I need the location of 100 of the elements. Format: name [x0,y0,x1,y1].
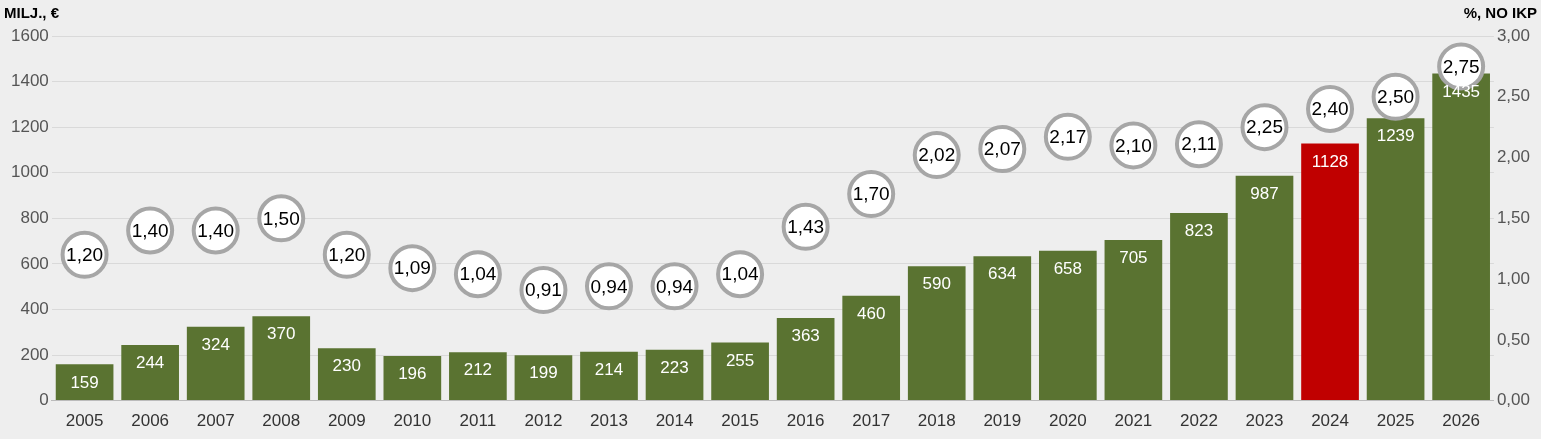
x-tick-label: 2012 [524,411,563,431]
y-tick-label: 0 [39,390,49,410]
data-label: 0,94 [590,275,628,297]
x-tick-label: 2010 [393,411,432,431]
data-label: 2,25 [1246,116,1283,138]
data-label: 1,40 [131,219,169,241]
x-tick-label: 2011 [459,411,497,431]
bar [973,256,1032,401]
y-tick-label: 1400 [10,71,49,91]
data-label: 2,11 [1181,133,1217,155]
x-tick-label: 2014 [655,411,694,431]
data-label: 1,20 [328,243,366,265]
x-tick-label: 2020 [1048,411,1087,431]
bar [514,355,573,401]
bar [1301,143,1359,401]
y2-tick-label: 2,00 [1496,147,1531,167]
x-tick-label: 2016 [786,411,825,431]
x-tick-label: 2005 [65,411,104,431]
x-tick-label: 2024 [1311,411,1349,431]
x-tick-label: 2019 [983,411,1022,431]
x-tick-label: 2025 [1376,411,1415,431]
data-label: 1,20 [66,243,104,265]
data-label: 2,02 [918,144,956,166]
data-label: 2,75 [1442,55,1480,77]
data-label: 2,40 [1311,98,1349,120]
data-label: 634 [988,264,1017,284]
y-tick-label: 1200 [10,116,49,136]
data-label: 363 [791,326,820,346]
data-label: 1,40 [197,219,235,241]
bar [1104,239,1163,401]
data-label: 1,43 [787,216,825,238]
y-tick-label: 800 [20,207,49,227]
data-label: 199 [529,363,558,383]
data-label: 1,04 [721,263,760,285]
bar [317,348,376,401]
y-axis-title: MILJ., € [4,3,60,21]
x-tick-label: 2017 [852,411,891,431]
y2-tick-label: 0,50 [1496,329,1531,349]
data-label: 223 [660,357,689,377]
data-label: 230 [332,356,361,376]
y2-tick-label: 1,00 [1496,268,1531,288]
data-label: 987 [1250,183,1279,203]
data-label: 460 [857,303,886,323]
data-label: 1,50 [262,207,300,229]
y2-tick-label: 0,00 [1496,390,1531,410]
y-tick-label: 600 [20,253,49,273]
x-tick-label: 2006 [131,411,170,431]
x-tick-label: 2007 [196,411,235,431]
bar [580,351,638,401]
x-tick-label: 2023 [1245,411,1284,431]
data-label: 214 [594,360,624,380]
bar [1235,175,1294,401]
data-label: 244 [135,353,165,373]
data-label: 0,91 [524,279,562,301]
data-label: 0,94 [656,275,694,297]
y-tick-label: 400 [20,299,49,319]
bar [1366,118,1425,401]
data-label: 1,70 [852,183,890,205]
x-tick-label: 2008 [262,411,301,431]
data-label: 324 [201,334,230,354]
data-label: 2,10 [1114,134,1152,156]
y2-tick-label: 3,00 [1496,25,1531,45]
data-label: 1,04 [459,263,497,285]
data-label: 823 [1184,221,1214,241]
bar [449,352,507,401]
bar [1170,213,1228,401]
data-label: 370 [267,324,296,344]
data-label: 590 [922,274,951,294]
y2-tick-label: 1,50 [1496,207,1531,227]
x-tick-label: 2021 [1114,411,1153,431]
data-label: 212 [463,360,493,380]
y-tick-label: 1600 [10,25,49,45]
data-label: 196 [398,364,427,384]
y-tick-label: 1000 [10,162,49,182]
bar [252,316,311,401]
bar [1039,250,1097,401]
bar [907,266,966,401]
x-tick-label: 2022 [1180,411,1218,431]
y2-axis-title: %, NO IKP [1463,3,1537,21]
bar [842,295,901,401]
bar [55,364,114,401]
x-tick-label: 2018 [917,411,956,431]
data-label: 2,50 [1377,86,1415,107]
data-label: 658 [1053,258,1083,278]
bar [645,349,704,401]
bar [383,355,442,401]
data-label: 159 [70,372,99,392]
x-tick-label: 2015 [721,411,759,431]
data-label: 705 [1119,248,1148,268]
x-tick-label: 2009 [327,411,366,431]
data-label: 255 [725,350,755,370]
bar [121,345,179,401]
data-label: 1,09 [393,257,431,279]
bar [711,342,769,401]
y-tick-label: 200 [20,344,49,364]
x-tick-label: 2013 [590,411,628,431]
y2-tick-label: 2,50 [1496,86,1531,106]
data-label: 1239 [1376,126,1415,146]
data-label: 2,07 [983,138,1021,160]
data-label: 1435 [1442,81,1481,101]
